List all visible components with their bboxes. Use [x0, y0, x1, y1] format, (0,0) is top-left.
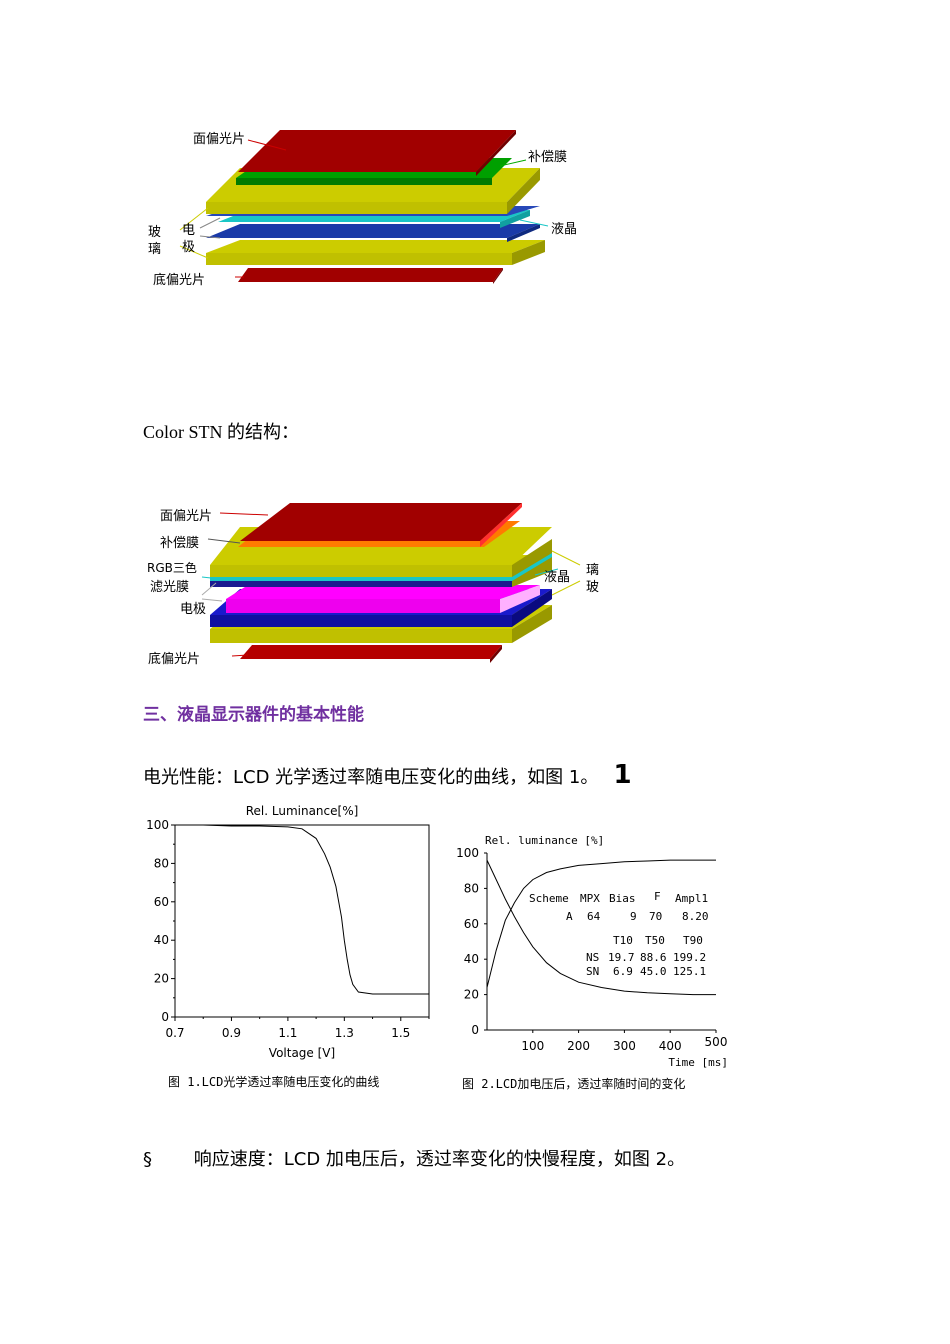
response-speed-text: 响应速度：LCD 加电压后，透过率变化的快慢程度，如图 2。 [193, 1149, 686, 1170]
top-polarizer-layer [238, 130, 516, 172]
chart1-ytick-label: 60 [154, 895, 169, 909]
chart2-ytick-label: 40 [464, 952, 479, 966]
label-electrode-2: 电极 [180, 602, 207, 617]
rgb-filter-layer [210, 577, 512, 581]
chart1-caption: 图 1.LCD光学透过率随电压变化的曲线 [168, 1075, 380, 1089]
table-h-bias: Bias [609, 892, 636, 905]
figure-number-big: 1 [613, 760, 632, 790]
table-h-ampl: Ampl1 [675, 892, 708, 905]
label-compensation-film-2: 补偿膜 [160, 536, 200, 551]
label-rgb-filter-2: 滤光膜 [150, 580, 190, 595]
chart2-xtick-label: 200 [567, 1039, 590, 1053]
chart1-xtick-label: 0.9 [222, 1026, 241, 1040]
chart1-title: Rel. Luminance[%] [246, 804, 359, 818]
chart1-voltage-luminance: Rel. Luminance[%] Voltage [V] 0 20 40 60 80 1… [146, 804, 430, 1060]
chart2-xlabel: Time [ms] [668, 1056, 728, 1069]
chart2-ytick-label: 0 [471, 1023, 479, 1037]
table-t10: T10 [613, 934, 633, 947]
table-ns-t90: 199.2 [673, 951, 706, 964]
label-glass-2-char-1: 璃 [586, 563, 600, 578]
label-glass-2-char-2: 玻 [586, 580, 600, 595]
chart2-xtick-label: 400 [659, 1039, 682, 1053]
table-sn-label: SN [586, 965, 599, 978]
label-liquid-crystal: 液晶 [551, 222, 578, 237]
upper-electrode-layer [210, 581, 512, 587]
table-a-scheme: A [566, 910, 573, 923]
label-liquid-crystal-2: 液晶 [544, 570, 571, 585]
table-t50: T50 [645, 934, 665, 947]
label-glass-char-2: 璃 [148, 242, 162, 257]
tn-structure-diagram [140, 120, 610, 300]
liquid-crystal-layer [226, 585, 540, 599]
label-rgb-filter-1: RGB三色 [147, 561, 197, 575]
bottom-polarizer-layer [238, 268, 503, 282]
chart1-xlabel: Voltage [V] [269, 1046, 335, 1060]
chart2-decay-line [486, 859, 716, 996]
table-ns-t50: 88.6 [640, 951, 667, 964]
color-stn-structure-svg [201, 503, 581, 663]
lower-electrode-layer [206, 224, 540, 238]
table-ns-label: NS [586, 951, 599, 964]
label-electrode-char-1: 电 [182, 223, 196, 238]
chart2-title: Rel. luminance [%] [485, 834, 604, 847]
chart2-time-luminance: Rel. luminance [%] Time [ms] 0 20 40 60 80 10… [456, 834, 728, 1069]
tn-structure-svg [179, 130, 549, 284]
color-stn-title: Color STN 的结构： [143, 422, 300, 442]
chart2-rise-line [486, 859, 716, 988]
bottom-glass-layer [206, 240, 545, 253]
bullet-symbol: § [143, 1149, 152, 1170]
chart2-ytick-label: 60 [464, 917, 479, 931]
chart2-parameter-table: Scheme MPX Bias F Ampl1 A 64 9 70 8.20 T… [529, 890, 709, 978]
chart1-xtick-label: 1.5 [391, 1026, 410, 1040]
chart1-xtick-label: 1.1 [278, 1026, 297, 1040]
bottom-polarizer-layer [240, 645, 502, 659]
section-heading: 三、液晶显示器件的基本性能 [143, 705, 364, 725]
table-h-f: F [654, 890, 661, 903]
chart2-xtick-label: 100 [521, 1039, 544, 1053]
label-bottom-polarizer: 底偏光片 [153, 273, 206, 288]
color-stn-structure-diagram [140, 495, 620, 675]
top-polarizer-layer [240, 503, 522, 541]
label-top-polarizer: 面偏光片 [193, 132, 246, 147]
label-electrode-char-2: 极 [182, 240, 196, 255]
table-h-mpx: MPX [580, 892, 600, 905]
chart2-ytick-label: 80 [464, 881, 479, 895]
chart1-ytick-label: 40 [154, 933, 169, 947]
chart2-xtick-label: 300 [613, 1039, 636, 1053]
chart1-ytick-label: 100 [146, 818, 169, 832]
table-a-ampl: 8.20 [682, 910, 709, 923]
label-compensation-film: 补偿膜 [528, 150, 568, 165]
chart1-series-line [175, 824, 429, 995]
table-a-f: 70 [649, 910, 662, 923]
table-sn-t50: 45.0 [640, 965, 667, 978]
chart2-caption: 图 2.LCD加电压后，透过率随时间的变化 [462, 1077, 686, 1091]
response-speed-paragraph: § 响应速度：LCD 加电压后，透过率变化的快慢程度，如图 2。 [143, 1145, 685, 1171]
table-sn-t10: 6.9 [613, 965, 633, 978]
chart1-xtick-label: 0.7 [165, 1026, 184, 1040]
chart2-xtick-label: 500 [705, 1035, 728, 1049]
table-t90: T90 [683, 934, 703, 947]
electro-optic-paragraph: 电光性能：LCD 光学透过率随电压变化的曲线，如图 1。 1 [143, 760, 632, 790]
chart1-ytick-label: 0 [161, 1010, 169, 1024]
table-a-bias: 9 [630, 910, 637, 923]
label-bottom-polarizer-2: 底偏光片 [148, 652, 201, 667]
chart1-ytick-label: 20 [154, 972, 169, 986]
chart2-ytick-label: 100 [456, 846, 479, 860]
table-ns-t10: 19.7 [608, 951, 635, 964]
table-sn-t90: 125.1 [673, 965, 706, 978]
table-h-scheme: Scheme [529, 892, 569, 905]
chart1-xtick-label: 1.3 [335, 1026, 354, 1040]
chart2-ytick-label: 20 [464, 988, 479, 1002]
chart1-plot-frame [174, 824, 430, 1018]
electro-optic-text: 电光性能：LCD 光学透过率随电压变化的曲线，如图 1。 [143, 767, 599, 788]
label-top-polarizer-2: 面偏光片 [160, 509, 213, 524]
label-glass-char-1: 玻 [148, 225, 162, 240]
table-a-mpx: 64 [587, 910, 601, 923]
chart1-ytick-label: 80 [154, 856, 169, 870]
